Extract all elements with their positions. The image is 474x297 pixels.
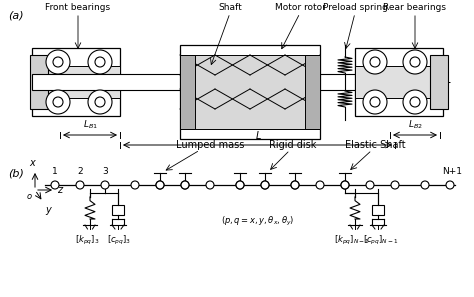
Text: $L$: $L$ (255, 129, 262, 141)
Bar (180, 55, 195, 129)
Circle shape (95, 97, 105, 107)
Circle shape (181, 181, 189, 189)
Circle shape (403, 50, 427, 74)
Text: Rigid disk: Rigid disk (269, 140, 317, 150)
Circle shape (341, 181, 349, 189)
Text: Shaft: Shaft (218, 3, 242, 12)
Circle shape (51, 181, 59, 189)
Text: $[k_{pq}]_3$: $[k_{pq}]_3$ (75, 234, 99, 247)
Circle shape (391, 181, 399, 189)
Bar (180, 45, 320, 139)
Text: $L_{B2}$: $L_{B2}$ (408, 119, 422, 131)
Bar (430, 55, 448, 109)
Bar (355, 48, 443, 116)
Text: (b): (b) (8, 168, 24, 178)
Bar (305, 55, 320, 129)
Circle shape (366, 181, 374, 189)
Circle shape (156, 181, 164, 189)
Circle shape (88, 90, 112, 114)
Text: $[k_{pq}]_{N-1}$: $[k_{pq}]_{N-1}$ (334, 234, 370, 247)
Circle shape (291, 181, 299, 189)
Text: o: o (27, 192, 32, 201)
Circle shape (53, 57, 63, 67)
Circle shape (421, 181, 429, 189)
Circle shape (236, 181, 244, 189)
Text: Lumped mass: Lumped mass (176, 140, 244, 150)
Circle shape (363, 90, 387, 114)
Text: Motor rotor: Motor rotor (274, 3, 326, 12)
Text: $[c_{pq}]_{N-1}$: $[c_{pq}]_{N-1}$ (363, 234, 399, 247)
Circle shape (236, 181, 244, 189)
Text: Preload spring: Preload spring (323, 3, 387, 12)
Text: y: y (45, 205, 51, 215)
Circle shape (88, 50, 112, 74)
Bar (355, 66, 443, 98)
Bar (30, 55, 48, 109)
Bar (372, 205, 384, 215)
Text: z: z (57, 185, 62, 195)
Text: $[c_{pq}]_3$: $[c_{pq}]_3$ (107, 234, 131, 247)
Circle shape (291, 181, 299, 189)
Circle shape (261, 181, 269, 189)
Circle shape (410, 97, 420, 107)
Bar (180, 55, 320, 129)
Circle shape (156, 181, 164, 189)
Circle shape (341, 181, 349, 189)
Circle shape (131, 181, 139, 189)
Circle shape (370, 97, 380, 107)
Text: x: x (29, 158, 35, 168)
Circle shape (101, 181, 109, 189)
Bar (32, 48, 120, 116)
Circle shape (403, 90, 427, 114)
Circle shape (206, 181, 214, 189)
Bar (32, 66, 120, 98)
Circle shape (46, 50, 70, 74)
Text: Elastic Shaft: Elastic Shaft (345, 140, 405, 150)
Circle shape (53, 97, 63, 107)
Circle shape (95, 57, 105, 67)
Circle shape (363, 50, 387, 74)
Circle shape (446, 181, 454, 189)
Circle shape (181, 181, 189, 189)
Text: (a): (a) (8, 10, 24, 20)
Circle shape (316, 181, 324, 189)
Circle shape (261, 181, 269, 189)
Text: 1: 1 (52, 167, 58, 176)
Text: 3: 3 (102, 167, 108, 176)
Circle shape (410, 57, 420, 67)
Text: Front bearings: Front bearings (46, 3, 110, 12)
Text: $L_{B1}$: $L_{B1}$ (82, 119, 98, 131)
Circle shape (46, 90, 70, 114)
Circle shape (76, 181, 84, 189)
Text: 2: 2 (77, 167, 83, 176)
Text: Rear bearings: Rear bearings (383, 3, 447, 12)
Text: N+1: N+1 (442, 167, 462, 176)
Circle shape (370, 57, 380, 67)
Bar (32, 74, 402, 90)
Text: $(p,q = x,y,\theta_x,\theta_y)$: $(p,q = x,y,\theta_x,\theta_y)$ (221, 215, 295, 228)
Bar (112, 205, 124, 215)
